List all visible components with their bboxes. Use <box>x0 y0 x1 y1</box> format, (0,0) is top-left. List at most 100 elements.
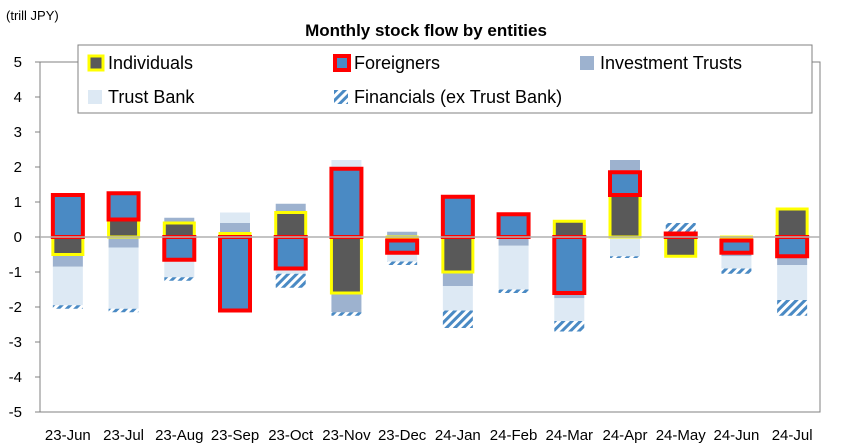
bar-financials-ex-trust-bank-23-jun <box>52 305 83 309</box>
bar-financials-ex-trust-bank-23-nov <box>331 312 362 316</box>
bar-financials-ex-trust-bank-23-aug <box>164 277 195 281</box>
bar-investment-trusts-24-apr <box>610 160 640 173</box>
bar-trust-bank-24-mar <box>554 298 585 321</box>
bar-investment-trusts-23-aug <box>164 217 195 223</box>
bar-trust-bank-23-oct <box>275 268 306 274</box>
bar-individuals-24-jul <box>777 209 808 237</box>
bar-investment-trusts-24-jan <box>442 272 473 286</box>
bar-individuals-24-may <box>665 237 696 257</box>
bar-trust-bank-23-dec <box>387 252 418 262</box>
bar-investment-trusts-23-jul <box>108 237 139 248</box>
y-tick-label: -5 <box>9 404 22 421</box>
bar-foreigners-24-feb <box>498 214 529 237</box>
y-tick-label: -1 <box>9 264 22 281</box>
bar-individuals-23-jun <box>52 237 83 255</box>
bar-financials-ex-trust-bank-23-dec <box>387 261 418 265</box>
bar-trust-bank-23-nov <box>331 160 362 169</box>
bar-individuals-24-jan <box>442 237 473 272</box>
y-tick-label: -4 <box>9 369 22 386</box>
bar-outline-foreigners-23-dec <box>385 238 420 255</box>
bar-financials-ex-trust-bank-24-jan <box>442 310 473 328</box>
x-tick-label-23-sep: 23-Sep <box>211 427 259 444</box>
x-tick-label-23-dec: 23-Dec <box>378 427 427 444</box>
legend-box <box>77 44 813 114</box>
bar-individuals-24-mar <box>554 221 585 237</box>
x-tick-label-23-aug: 23-Aug <box>155 427 203 444</box>
bar-foreigners-23-sep <box>220 237 250 311</box>
y-axis: 5 4 3 2 1 0 -1 -2 -3 -4 -5 <box>9 54 40 421</box>
bar-trust-bank-23-sep <box>220 212 250 223</box>
bar-trust-bank-24-apr <box>610 237 640 257</box>
legend-label-trust-bank: Trust Bank <box>108 87 195 107</box>
bar-foreigners-24-jun <box>721 240 752 253</box>
x-tick-label-24-jan: 24-Jan <box>435 427 481 444</box>
bar-foreigners-23-aug <box>164 237 195 260</box>
bar-trust-bank-23-jul <box>108 247 139 309</box>
x-tick-label-24-mar: 24-Mar <box>546 427 594 444</box>
x-tick-label-24-jun: 24-Jun <box>713 427 759 444</box>
legend-label-investment-trusts: Investment Trusts <box>600 53 742 73</box>
bar-outline-foreigners-24-jun <box>719 238 754 255</box>
legend-label-foreigners: Foreigners <box>354 53 440 73</box>
legend-swatch-investment-trusts <box>580 56 594 70</box>
x-tick-label-24-jul: 24-Jul <box>772 427 813 444</box>
bar-financials-ex-trust-bank-24-apr <box>610 256 640 258</box>
bar-trust-bank-24-jun <box>721 256 752 269</box>
bar-trust-bank-23-jun <box>52 266 83 306</box>
bar-foreigners-24-apr <box>610 172 640 195</box>
bar-financials-ex-trust-bank-24-jul <box>777 300 808 316</box>
y-tick-label: 0 <box>14 229 22 246</box>
bar-financials-ex-trust-bank-23-oct <box>275 273 306 288</box>
bar-individuals-23-aug <box>164 223 195 237</box>
y-tick-label: 5 <box>14 54 22 71</box>
bars-layer <box>52 160 808 332</box>
bar-outline-foreigners-23-jul <box>106 191 141 222</box>
legend-swatch-individuals <box>87 54 105 72</box>
bar-financials-ex-trust-bank-24-feb <box>498 289 529 293</box>
legend-label-financials-ex-trust-bank: Financials (ex Trust Bank) <box>354 87 562 107</box>
bar-financials-ex-trust-bank-24-mar <box>554 321 585 332</box>
bar-financials-ex-trust-bank-24-may <box>665 223 696 234</box>
bar-foreigners-23-jun <box>52 195 83 237</box>
bar-trust-bank-24-jan <box>442 286 473 311</box>
bar-outline-foreigners-24-apr <box>608 170 642 197</box>
bar-individuals-24-apr <box>610 195 640 237</box>
bar-foreigners-23-jul <box>108 193 139 220</box>
y-tick-label: 2 <box>14 159 22 176</box>
legend-swatch-foreigners <box>333 54 351 72</box>
bar-individuals-23-nov <box>331 237 362 293</box>
y-tick-label: 4 <box>14 89 22 106</box>
bar-trust-bank-24-jul <box>777 265 808 300</box>
x-tick-label-24-may: 24-May <box>656 427 707 444</box>
bar-foreigners-24-mar <box>554 237 585 293</box>
x-tick-label-24-feb: 24-Feb <box>490 427 538 444</box>
bar-foreigners-24-jul <box>777 237 808 257</box>
bar-foreigners-23-nov <box>331 168 362 237</box>
x-tick-label-23-nov: 23-Nov <box>322 427 371 444</box>
x-tick-label-23-jul: 23-Jul <box>103 427 144 444</box>
legend-swatch-trust-bank <box>88 90 102 104</box>
bar-investment-trusts-23-jun <box>52 254 83 267</box>
x-tick-label-24-apr: 24-Apr <box>602 427 647 444</box>
bar-trust-bank-24-feb <box>498 245 529 290</box>
bar-individuals-23-oct <box>275 212 306 237</box>
bar-investment-trusts-24-mar <box>554 293 585 299</box>
y-axis-label: (trill JPY) <box>6 8 59 23</box>
y-tick-label: 1 <box>14 194 22 211</box>
bar-foreigners-23-oct <box>275 237 306 269</box>
bar-investment-trusts-23-sep <box>220 223 250 234</box>
bar-investment-trusts-24-jul <box>777 256 808 265</box>
bar-investment-trusts-23-oct <box>275 203 306 213</box>
legend-swatch-financials-ex-trust-bank <box>334 90 348 104</box>
x-axis: 23-Jun 23-Jul 23-Aug 23-Sep 23-Oct 23-Nov 23-D… <box>45 427 813 444</box>
bar-individuals-23-jul <box>108 219 139 237</box>
legend: Individuals Foreigners Investment Trusts Tr… <box>77 44 813 114</box>
bar-investment-trusts-23-dec <box>387 231 418 237</box>
x-tick-label-23-oct: 23-Oct <box>268 427 314 444</box>
bar-investment-trusts-24-feb <box>498 237 529 246</box>
bar-financials-ex-trust-bank-23-jul <box>108 308 139 313</box>
y-tick-label: 3 <box>14 124 22 141</box>
chart-title: Monthly stock flow by entities <box>305 21 547 40</box>
bar-trust-bank-23-aug <box>164 259 195 278</box>
